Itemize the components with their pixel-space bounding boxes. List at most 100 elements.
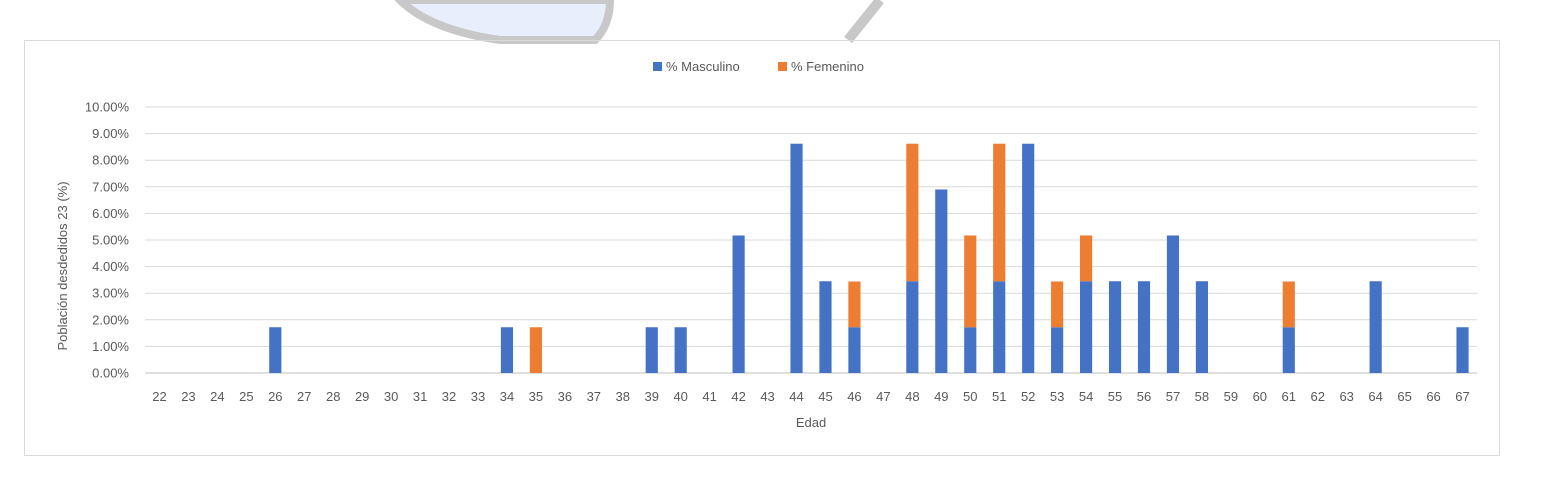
bar-masculino [993,281,1006,373]
x-tick-label: 67 [1455,389,1469,404]
x-tick-label: 40 [673,389,687,404]
y-tick-label: 9.00% [92,126,129,141]
x-tick-label: 55 [1108,389,1122,404]
bar-masculino [906,281,919,373]
x-tick-label: 44 [789,389,803,404]
bar-masculino [1051,327,1064,373]
x-tick-label: 36 [558,389,572,404]
legend-swatch-masculino [653,62,662,71]
bar-masculino [1022,143,1035,373]
bar-femenino [1080,235,1093,282]
x-tick-label: 63 [1339,389,1353,404]
bar-femenino [848,281,861,328]
bar-femenino [1282,281,1295,328]
x-tick-label: 49 [934,389,948,404]
x-tick-label: 22 [152,389,166,404]
bar-masculino [935,189,948,373]
x-tick-label: 66 [1426,389,1440,404]
bar-femenino [529,327,542,373]
bar-masculino [790,143,803,373]
x-tick-label: 27 [297,389,311,404]
bar-masculino [1282,327,1295,373]
y-tick-label: 5.00% [92,233,129,248]
y-tick-label: 8.00% [92,153,129,168]
x-tick-label: 43 [760,389,774,404]
y-tick-label: 7.00% [92,179,129,194]
x-tick-label: 65 [1397,389,1411,404]
bar-masculino [1080,281,1093,373]
x-tick-label: 42 [731,389,745,404]
bar-masculino [732,235,745,373]
bar-masculino [1195,281,1208,373]
bar-femenino [993,143,1006,282]
x-tick-label: 26 [268,389,282,404]
x-tick-label: 54 [1079,389,1093,404]
bar-masculino [964,327,977,373]
bar-masculino [1369,281,1382,373]
chart-area: 0.00% 1.00% 2.00% 3.00% 4.00% 5.00% 6.00% 7.00%… [24,40,1500,456]
bar-masculino [819,281,832,373]
y-axis-title: Población desdedidos 23 (%) [55,181,70,350]
x-tick-label: 39 [645,389,659,404]
legend-swatch-femenino [778,62,787,71]
x-tick-label: 52 [1021,389,1035,404]
x-tick-label: 38 [616,389,630,404]
x-tick-label: 32 [442,389,456,404]
x-tick-label: 34 [500,389,514,404]
bar-masculino [848,327,861,373]
x-tick-label: 29 [355,389,369,404]
bars [269,143,1469,373]
legend-label-femenino: % Femenino [791,59,864,74]
y-tick-label: 2.00% [92,312,129,327]
y-tick-label: 0.00% [92,366,129,381]
x-tick-label: 46 [847,389,861,404]
y-tick-label: 3.00% [92,286,129,301]
x-tick-label: 35 [529,389,543,404]
watermark-shape [394,0,884,44]
x-tick-label: 25 [239,389,253,404]
x-tick-label: 41 [702,389,716,404]
x-tick-label: 59 [1224,389,1238,404]
y-axis-ticks: 0.00% 1.00% 2.00% 3.00% 4.00% 5.00% 6.00% 7.00%… [85,100,130,381]
bar-masculino [645,327,658,373]
x-tick-label: 31 [413,389,427,404]
bar-femenino [964,235,977,328]
bar-femenino [906,143,919,282]
x-tick-label: 23 [181,389,195,404]
x-tick-label: 45 [818,389,832,404]
gridlines [145,106,1477,374]
bar-masculino [1137,281,1151,373]
x-tick-label: 24 [210,389,224,404]
x-tick-label: 61 [1282,389,1296,404]
y-tick-label: 1.00% [92,339,129,354]
x-tick-label: 47 [876,389,890,404]
x-tick-label: 33 [471,389,485,404]
x-tick-label: 62 [1311,389,1325,404]
x-tick-label: 30 [384,389,398,404]
x-tick-label: 60 [1253,389,1267,404]
x-tick-label: 51 [992,389,1006,404]
bar-masculino [674,327,687,373]
x-axis-ticks: 22 23 24 25 26 27 28 29 30 31 32 33 34 35 36 37 38 39 40 41… [152,389,1470,404]
y-tick-label: 10.00% [85,100,130,115]
bar-masculino [1166,235,1180,373]
x-tick-label: 37 [587,389,601,404]
bar-masculino [500,327,514,373]
bar-femenino [1051,281,1064,328]
y-tick-label: 6.00% [92,206,129,221]
bar-masculino [269,327,282,373]
y-tick-label: 4.00% [92,259,129,274]
x-tick-label: 48 [905,389,919,404]
x-tick-label: 53 [1050,389,1064,404]
legend: % Masculino % Femenino [653,59,864,74]
x-tick-label: 56 [1137,389,1151,404]
x-tick-label: 58 [1195,389,1209,404]
x-tick-label: 64 [1368,389,1382,404]
bar-masculino [1456,327,1469,373]
x-tick-label: 57 [1166,389,1180,404]
x-axis-title: Edad [796,415,826,430]
x-tick-label: 50 [963,389,977,404]
x-tick-label: 28 [326,389,340,404]
bar-masculino [1108,281,1122,373]
legend-label-masculino: % Masculino [666,59,740,74]
